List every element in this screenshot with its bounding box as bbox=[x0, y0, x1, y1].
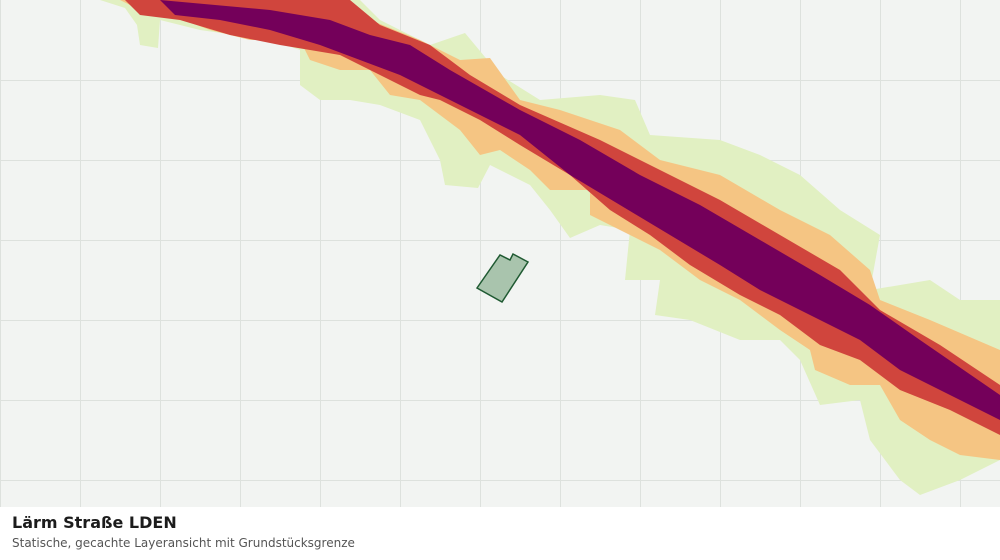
noise-zone-very-high bbox=[160, 0, 1000, 420]
layer-title: Lärm Straße LDEN bbox=[12, 513, 177, 532]
noise-zone-medium bbox=[120, 0, 1000, 460]
layer-subtitle: Statische, gecachte Layeransicht mit Gru… bbox=[12, 536, 355, 550]
map-caption: Lärm Straße LDEN Statische, gecachte Lay… bbox=[0, 507, 1000, 560]
parcel-boundary bbox=[475, 252, 530, 303]
noise-zone-high bbox=[125, 0, 1000, 435]
map-view bbox=[0, 0, 1000, 507]
